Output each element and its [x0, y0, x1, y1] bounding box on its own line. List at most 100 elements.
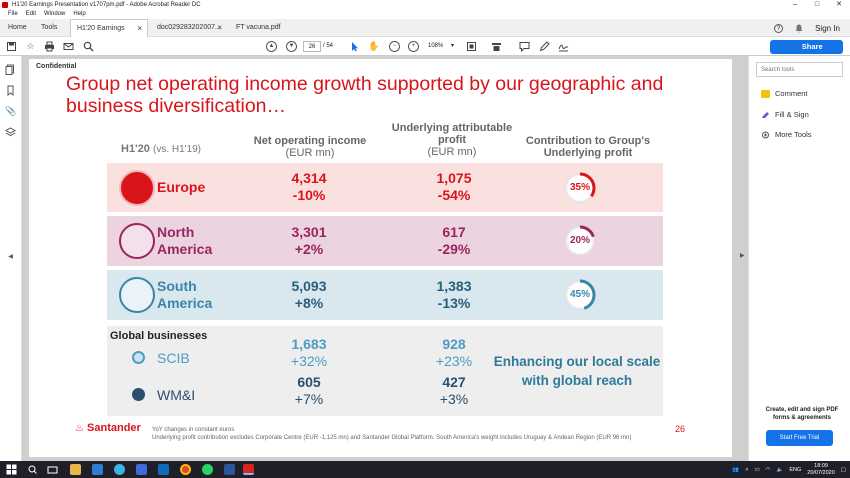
scib-icon	[132, 351, 145, 364]
zoom-out-icon[interactable]: −	[389, 41, 400, 52]
comment-tool[interactable]: Comment	[761, 89, 808, 99]
bell-icon[interactable]	[795, 24, 803, 33]
windows-start-icon[interactable]	[6, 464, 17, 475]
minimize-button[interactable]: –	[793, 1, 797, 8]
wifi-icon[interactable]: ◠	[765, 466, 771, 473]
previous-page-icon[interactable]: ▲	[266, 41, 277, 52]
uap-value: 1,383 -13%	[436, 278, 472, 311]
word-icon[interactable]	[224, 464, 235, 475]
print-icon[interactable]	[44, 41, 55, 52]
noi-value: 1,683 +32%	[290, 336, 328, 369]
store-icon[interactable]	[92, 464, 103, 475]
whatsapp-icon[interactable]	[202, 464, 213, 475]
global-businesses-title: Global businesses	[110, 330, 208, 342]
more-tools[interactable]: More Tools	[761, 130, 812, 140]
bookmark-icon[interactable]	[5, 85, 16, 97]
sign-icon[interactable]	[558, 41, 569, 52]
star-icon[interactable]: ☆	[26, 41, 35, 51]
task-view-icon[interactable]	[47, 464, 58, 475]
menu-file[interactable]: File	[8, 11, 18, 17]
fill-sign-tool[interactable]: Fill & Sign	[761, 110, 809, 120]
noi-value: 4,314 -10%	[291, 170, 327, 203]
people-icon[interactable]: 👥	[732, 466, 740, 473]
acrobat-taskbar-icon[interactable]	[243, 464, 254, 475]
expand-right-arrow-icon[interactable]: ▶	[740, 253, 745, 259]
edge-icon[interactable]	[114, 464, 125, 475]
page-display-icon[interactable]	[491, 41, 502, 52]
footnote-1: YoY changes in constant euros	[152, 427, 235, 433]
language-indicator[interactable]: ENG	[789, 466, 802, 473]
clock[interactable]: 18:09 20/07/2020	[807, 462, 835, 476]
acrobat-app-icon	[2, 2, 8, 8]
file-explorer-icon[interactable]	[70, 464, 81, 475]
comment-icon[interactable]	[519, 41, 530, 53]
window-controls: – □ ✕	[784, 0, 850, 10]
contribution-header: Contribution to Group's Underlying profi…	[525, 135, 651, 159]
zoom-select[interactable]: 108% ▾	[428, 41, 456, 52]
confidential-label: Confidential	[36, 63, 77, 70]
slide-page-number: 26	[675, 424, 686, 434]
menu-help[interactable]: Help	[73, 11, 86, 17]
zoom-value: 108%	[428, 43, 444, 49]
email-icon[interactable]	[63, 41, 74, 52]
search-taskbar-icon[interactable]	[27, 464, 38, 475]
notifications-icon[interactable]: ▢	[840, 466, 846, 473]
sign-in-link[interactable]: Sign In	[815, 23, 840, 33]
contribution-donut-south-america	[564, 279, 596, 311]
collapse-left-arrow-icon[interactable]: ◀	[8, 254, 13, 260]
tab-document-ft-vacuna[interactable]: FT vacuna.pdf	[230, 19, 306, 37]
hand-tool-icon[interactable]: ✋	[368, 41, 380, 51]
uap-value: 427 +3%	[439, 374, 469, 407]
region-name: North America	[157, 224, 213, 257]
tab-document-earnings[interactable]: H1'20 Earnings Pre... ×	[70, 19, 148, 50]
toolbar: ☆ ▲ ▼ 26 / 54 ✋ − + 108% ▾ 👤 Share	[0, 37, 850, 56]
region-row-north-america: North America 3,301 +2% 617 -29% 20%	[107, 216, 663, 266]
business-name: SCIB	[157, 350, 190, 366]
fit-page-icon[interactable]	[466, 41, 477, 52]
uap-value: 617 -29%	[437, 224, 471, 257]
volume-icon[interactable]: 🔈	[776, 466, 784, 473]
start-free-trial-button[interactable]: Start Free Trial	[766, 430, 833, 446]
close-tab-icon[interactable]: ×	[137, 24, 142, 33]
contribution-value: 20%	[569, 235, 590, 246]
page-number-input[interactable]: 26	[303, 41, 321, 52]
net-operating-income-header: Net operating income (EUR mn)	[253, 135, 367, 159]
tab-tools[interactable]: Tools	[41, 24, 58, 31]
flame-icon: ♨	[75, 423, 84, 434]
outlook-icon[interactable]	[158, 464, 169, 475]
close-tab-icon[interactable]: ×	[217, 23, 222, 32]
chrome-icon[interactable]	[180, 464, 191, 475]
noi-value: 3,301 +2%	[291, 224, 327, 257]
footnote-2: Underlying profit contribution excludes …	[152, 435, 632, 441]
pen-icon[interactable]	[539, 41, 550, 52]
menu-edit[interactable]: Edit	[25, 11, 37, 17]
attachment-icon[interactable]: 📎	[5, 106, 17, 116]
comment-tool-icon	[761, 90, 770, 99]
battery-icon[interactable]: ▭	[754, 466, 760, 473]
help-icon[interactable]: ?	[774, 23, 784, 33]
tab-document-doc0292[interactable]: doc029283202007... ×	[151, 19, 227, 37]
document-view: Confidential Group net operating income …	[22, 56, 763, 461]
slide-title: Group net operating income growth suppor…	[66, 73, 664, 117]
page-thumbnails-icon[interactable]	[5, 64, 16, 75]
layers-icon[interactable]	[4, 127, 17, 138]
show-hidden-icons-icon[interactable]: ˄	[745, 466, 749, 473]
maximize-button[interactable]: □	[814, 1, 820, 8]
save-icon[interactable]	[6, 41, 17, 52]
chevron-down-icon: ▾	[451, 43, 455, 49]
close-window-button[interactable]: ✕	[836, 1, 842, 8]
north-america-globe-icon	[119, 223, 155, 259]
tab-home[interactable]: Home	[8, 24, 27, 31]
zoom-in-icon[interactable]: +	[408, 41, 419, 52]
select-cursor-icon[interactable]	[349, 41, 360, 52]
calendar-app-icon[interactable]	[136, 464, 147, 475]
next-page-icon[interactable]: ▼	[286, 41, 297, 52]
promo-text: Create, edit and sign PDF forms & agreem…	[765, 407, 839, 421]
donut-arc	[564, 172, 596, 204]
more-tools-icon	[761, 131, 770, 139]
wmi-icon	[132, 388, 145, 401]
search-tools-input[interactable]: Search tools	[756, 62, 843, 77]
search-icon[interactable]	[83, 41, 94, 52]
menu-window[interactable]: Window	[44, 11, 66, 17]
share-button[interactable]: 👤 Share	[770, 40, 843, 54]
